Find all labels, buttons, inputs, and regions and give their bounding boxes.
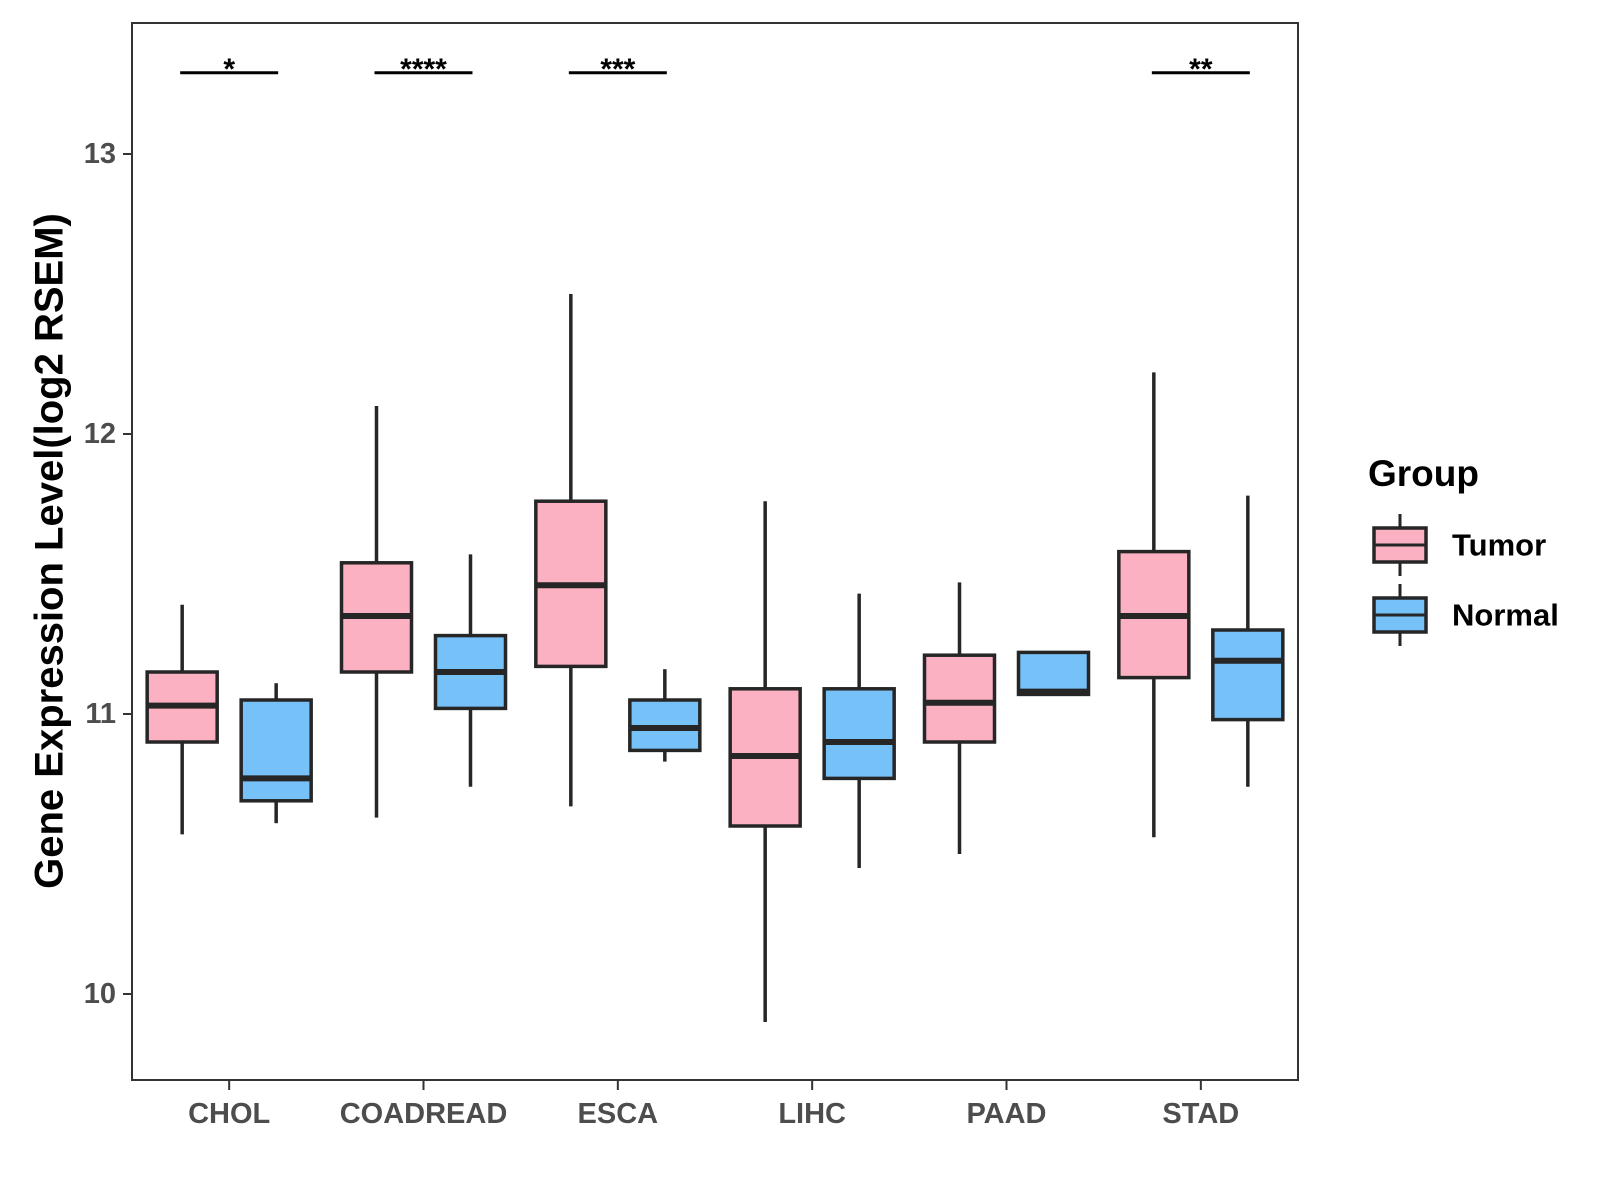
y-axis-title: Gene Expression Level(log2 RSEM) — [28, 213, 72, 889]
legend-item-normal: Normal — [1372, 584, 1559, 646]
box-body — [1016, 650, 1091, 697]
legend-title: Group — [1368, 453, 1479, 494]
x-axis: CHOL COADREAD ESCA LIHC PAAD STAD — [188, 1080, 1239, 1130]
box-body — [1211, 628, 1285, 722]
box-normal-coadread — [433, 554, 508, 787]
y-tick-label: 10 — [84, 978, 116, 1010]
x-tick-label-coadread: COADREAD — [340, 1098, 508, 1130]
significance-label-esca: *** — [600, 53, 635, 86]
legend-item-tumor: Tumor — [1372, 514, 1546, 576]
box-body — [822, 687, 896, 781]
y-tick-label: 13 — [84, 138, 116, 170]
box-tumor-coadread — [339, 406, 414, 818]
legend-label-normal: Normal — [1452, 598, 1559, 633]
legend: Group Tumor Normal — [1368, 453, 1559, 646]
y-axis: 10 11 12 13 — [84, 138, 132, 1010]
y-tick-label: 12 — [84, 418, 116, 450]
significance-annotations: * **** *** ** — [180, 53, 1250, 86]
box-normal-stad — [1211, 495, 1285, 787]
significance-label-stad: ** — [1189, 53, 1213, 86]
box-tumor-stad — [1117, 372, 1191, 838]
x-tick-label-lihc: LIHC — [778, 1098, 846, 1130]
box-body — [922, 653, 997, 744]
box-normal-chol — [239, 683, 313, 824]
x-tick-label-stad: STAD — [1162, 1098, 1239, 1130]
plot-panel-border — [131, 22, 1299, 1081]
x-tick-label-chol: CHOL — [188, 1098, 270, 1130]
box-normal-esca — [628, 669, 702, 762]
box-tumor-esca — [534, 294, 608, 807]
box-tumor-chol — [145, 604, 219, 835]
box-tumor-paad — [922, 582, 997, 854]
box-series — [145, 294, 1285, 1022]
legend-label-tumor: Tumor — [1452, 528, 1546, 563]
box-body — [239, 698, 313, 803]
significance-label-chol: * — [223, 53, 235, 86]
x-tick-label-esca: ESCA — [578, 1098, 659, 1130]
box-tumor-lihc — [728, 501, 802, 1022]
box-normal-paad — [1016, 650, 1091, 697]
box-normal-lihc — [822, 593, 896, 868]
significance-label-coadread: **** — [400, 53, 447, 86]
y-tick-label: 11 — [85, 698, 116, 730]
x-tick-label-paad: PAAD — [966, 1098, 1046, 1130]
